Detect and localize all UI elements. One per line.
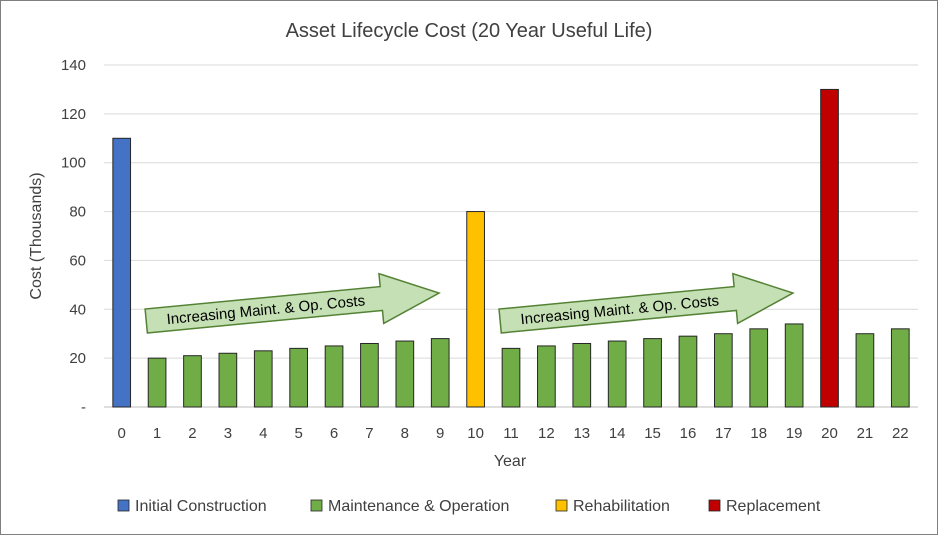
x-axis-title: Year (494, 453, 527, 470)
x-tick-label: 18 (750, 425, 767, 442)
x-tick-label: 4 (259, 425, 267, 442)
legend-item: Rehabilitation (555, 498, 670, 515)
x-tick-label: 2 (188, 425, 196, 442)
bar (820, 88, 839, 408)
bar (183, 355, 202, 408)
bar (890, 328, 910, 408)
x-tick-labels: 0 1 2 3 4 5 6 7 8 9 10 11 12 13 14 15 16 17 18 19 20 21 22 (118, 425, 909, 442)
bar (572, 342, 592, 408)
legend-label: Rehabilitation (573, 498, 670, 515)
legend-swatch (310, 499, 323, 512)
y-tick-label: 120 (61, 106, 86, 123)
bar (253, 350, 273, 408)
x-tick-label: 22 (892, 425, 909, 442)
y-tick-label: 140 (61, 57, 86, 74)
legend-item: Maintenance & Operation (310, 498, 509, 515)
x-tick-label: 10 (467, 425, 484, 442)
bar (147, 357, 167, 408)
y-tick-label: 20 (69, 350, 86, 367)
x-tick-label: 11 (503, 425, 519, 442)
x-tick-label: 9 (436, 425, 444, 442)
x-tick-label: 12 (538, 425, 555, 442)
bar (714, 333, 733, 408)
x-tick-label: 20 (821, 425, 838, 442)
legend-item: Initial Construction (117, 498, 267, 515)
legend-swatch (117, 499, 130, 512)
y-tick-labels: - 20 40 60 80 100 120 140 (61, 57, 86, 416)
gridlines (104, 64, 918, 408)
bar (501, 347, 521, 408)
bar (324, 345, 344, 408)
x-tick-label: 7 (365, 425, 373, 442)
x-tick-label: 6 (330, 425, 338, 442)
x-tick-label: 3 (224, 425, 232, 442)
x-tick-label: 21 (857, 425, 874, 442)
bar (855, 333, 875, 408)
arrow-shape (144, 272, 441, 334)
legend-swatch (555, 499, 568, 512)
x-tick-label: 13 (573, 425, 590, 442)
y-tick-label: 60 (69, 252, 86, 269)
legend-label: Initial Construction (135, 498, 267, 515)
bar (360, 342, 379, 408)
bar (218, 352, 238, 408)
x-tick-label: 5 (294, 425, 302, 442)
bar (784, 323, 804, 408)
bar (466, 211, 485, 408)
y-tick-label: - (81, 399, 86, 416)
arrow-shape (498, 272, 795, 334)
bar (112, 137, 132, 408)
annotation-arrows: Increasing Maint. & Op. Costs Increasing … (144, 272, 795, 334)
x-tick-label: 1 (153, 425, 161, 442)
legend-label: Maintenance & Operation (328, 498, 509, 515)
x-tick-label: 17 (715, 425, 732, 442)
y-tick-label: 80 (69, 204, 86, 221)
y-tick-label: 100 (61, 155, 86, 172)
annotation-arrow: Increasing Maint. & Op. Costs (498, 272, 795, 334)
bar (749, 328, 769, 408)
legend: Initial Construction Maintenance & Operat… (117, 498, 821, 515)
bar (607, 340, 627, 408)
bar (537, 345, 556, 408)
x-tick-label: 19 (786, 425, 803, 442)
x-tick-label: 0 (118, 425, 126, 442)
x-tick-label: 16 (680, 425, 697, 442)
y-tick-label: 40 (69, 301, 86, 318)
bar (643, 338, 662, 408)
x-tick-label: 8 (401, 425, 409, 442)
bar (430, 338, 450, 408)
chart-title: Asset Lifecycle Cost (20 Year Useful Lif… (286, 20, 653, 42)
x-tick-label: 15 (644, 425, 661, 442)
legend-item: Replacement (708, 498, 821, 515)
bars (112, 88, 910, 408)
x-tick-label: 14 (609, 425, 626, 442)
legend-swatch (708, 499, 721, 512)
annotation-arrow: Increasing Maint. & Op. Costs (144, 272, 441, 334)
bar (678, 335, 698, 408)
bar (289, 347, 309, 408)
bar (395, 340, 415, 408)
legend-label: Replacement (726, 498, 821, 515)
y-axis-title: Cost (Thousands) (28, 172, 45, 299)
